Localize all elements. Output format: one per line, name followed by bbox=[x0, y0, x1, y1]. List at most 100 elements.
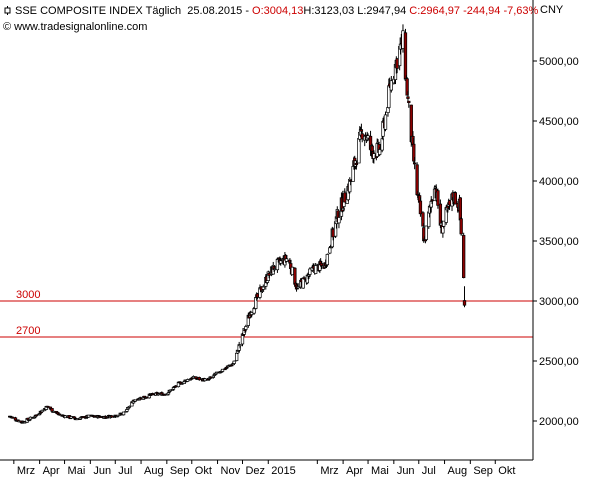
x-tick-label: Sep bbox=[170, 465, 190, 477]
x-tick-label: Mrz bbox=[320, 465, 338, 477]
x-tick-label: 2015 bbox=[271, 465, 295, 477]
candle-body bbox=[378, 149, 382, 155]
candle-body bbox=[328, 247, 332, 254]
candle-body bbox=[418, 200, 423, 215]
candle-body bbox=[261, 286, 265, 290]
x-tick-label: Okt bbox=[498, 465, 515, 477]
currency-label: CNY bbox=[540, 4, 564, 16]
y-tick-label: 4500,00 bbox=[539, 116, 579, 128]
candle-body bbox=[166, 392, 171, 395]
candle-body bbox=[50, 408, 54, 412]
symbol-name: SSE COMPOSITE INDEX bbox=[15, 5, 143, 17]
x-tick-label: Jul bbox=[422, 465, 436, 477]
y-tick-label: 2500,00 bbox=[539, 356, 579, 368]
candle-body bbox=[308, 268, 312, 275]
candle-body bbox=[407, 100, 411, 104]
candle-body bbox=[412, 162, 417, 165]
candle-body bbox=[220, 368, 225, 372]
change-value: -244,94 bbox=[463, 5, 501, 17]
candle-body bbox=[127, 405, 132, 408]
candle-body bbox=[351, 166, 355, 182]
candle-body bbox=[453, 192, 458, 205]
high-value: H:3123,03 bbox=[303, 5, 355, 17]
candle-body bbox=[415, 164, 419, 196]
candle-body bbox=[406, 96, 410, 99]
candle-body bbox=[405, 78, 409, 96]
candle-body bbox=[57, 413, 62, 416]
candle-body bbox=[462, 300, 467, 306]
candle-body bbox=[314, 265, 318, 274]
candle-body bbox=[211, 375, 216, 378]
candle-body bbox=[156, 393, 161, 396]
candle-body bbox=[436, 190, 440, 206]
candle-body bbox=[348, 178, 352, 193]
candle-body bbox=[232, 360, 236, 364]
candle-body bbox=[235, 352, 239, 361]
candle-body bbox=[289, 263, 293, 269]
quote-date: 25.08.2015 bbox=[187, 5, 243, 17]
y-tick-label: 4000,00 bbox=[539, 176, 579, 188]
candle-body bbox=[238, 344, 242, 347]
candle-body bbox=[380, 138, 384, 151]
y-tick-label: 5000,00 bbox=[539, 56, 579, 68]
level-label: 3000 bbox=[16, 289, 40, 301]
candle-body bbox=[319, 263, 324, 266]
y-tick-label: 3500,00 bbox=[539, 236, 579, 248]
period: Täglich bbox=[145, 5, 182, 17]
x-tick-label: Okt bbox=[195, 465, 212, 477]
candle-body bbox=[462, 235, 466, 279]
low-value: L:2947,94 bbox=[357, 5, 407, 17]
x-tick-label: Apr bbox=[346, 465, 363, 477]
candle-body bbox=[442, 220, 446, 227]
candle-body bbox=[116, 414, 120, 417]
x-tick-label: Aug bbox=[144, 465, 164, 477]
candlestick-series bbox=[8, 24, 467, 424]
candle-body bbox=[357, 137, 361, 164]
open-value: O:3004,13 bbox=[252, 5, 304, 17]
candle-body bbox=[302, 277, 306, 279]
copyright-text: © www.tradesignalonline.com bbox=[3, 21, 148, 33]
candle-body bbox=[147, 393, 152, 399]
candle-body bbox=[359, 129, 364, 132]
candle-body bbox=[180, 383, 184, 385]
candle-body bbox=[383, 114, 388, 130]
chart-axes: 5000,00 4500,00 4000,00 3500,00 3000,00 2500,… bbox=[0, 0, 579, 477]
x-tick-label: Nov bbox=[221, 465, 241, 477]
y-tick-label: 2000,00 bbox=[539, 416, 579, 428]
x-tick-label: Sep bbox=[473, 465, 493, 477]
candle-body bbox=[424, 225, 428, 240]
change-percent: -7,63% bbox=[503, 5, 539, 17]
candle-body bbox=[459, 218, 463, 235]
x-tick-label: Mrz bbox=[17, 465, 35, 477]
level-lines: 3000 2700 bbox=[0, 289, 533, 338]
candle-body bbox=[429, 201, 433, 208]
close-value: C:2964,97 bbox=[409, 5, 461, 17]
candle-body bbox=[403, 32, 408, 80]
candle-body bbox=[343, 192, 347, 203]
x-tick-label: Jun bbox=[397, 465, 415, 477]
symbol-marker-icon bbox=[4, 6, 11, 15]
candle-body bbox=[337, 217, 341, 224]
candle-body bbox=[354, 162, 359, 165]
candle-body bbox=[389, 80, 393, 91]
header-quote-line: SSE COMPOSITE INDEX Täglich 25.08.2015 -… bbox=[3, 4, 538, 18]
candle-body bbox=[121, 411, 126, 416]
x-tick-label: Apr bbox=[43, 465, 60, 477]
candle-body bbox=[421, 212, 425, 227]
y-tick-label: 3000,00 bbox=[539, 296, 579, 308]
x-tick-label: Jun bbox=[93, 465, 111, 477]
candle-body bbox=[325, 254, 329, 266]
level-label: 2700 bbox=[16, 325, 40, 337]
candle-body bbox=[72, 416, 77, 419]
chart-header: SSE COMPOSITE INDEX Täglich 25.08.2015 -… bbox=[0, 0, 540, 34]
x-tick-label: Mai bbox=[371, 465, 389, 477]
candle-body bbox=[458, 197, 462, 221]
x-tick-label: Mai bbox=[68, 465, 86, 477]
candle-body bbox=[240, 333, 245, 345]
candle-body bbox=[260, 290, 265, 292]
candle-body bbox=[244, 326, 248, 330]
x-tick-label: Dez bbox=[245, 465, 265, 477]
x-tick-label: Aug bbox=[448, 465, 468, 477]
candle-body bbox=[370, 145, 374, 152]
